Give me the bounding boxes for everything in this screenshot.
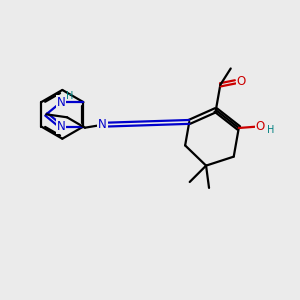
Text: O: O (236, 75, 246, 88)
Text: H: H (267, 125, 274, 135)
Text: N: N (98, 118, 107, 131)
Text: O: O (256, 120, 265, 133)
Text: N: N (57, 96, 65, 109)
Text: N: N (57, 120, 65, 133)
Text: H: H (66, 91, 73, 101)
